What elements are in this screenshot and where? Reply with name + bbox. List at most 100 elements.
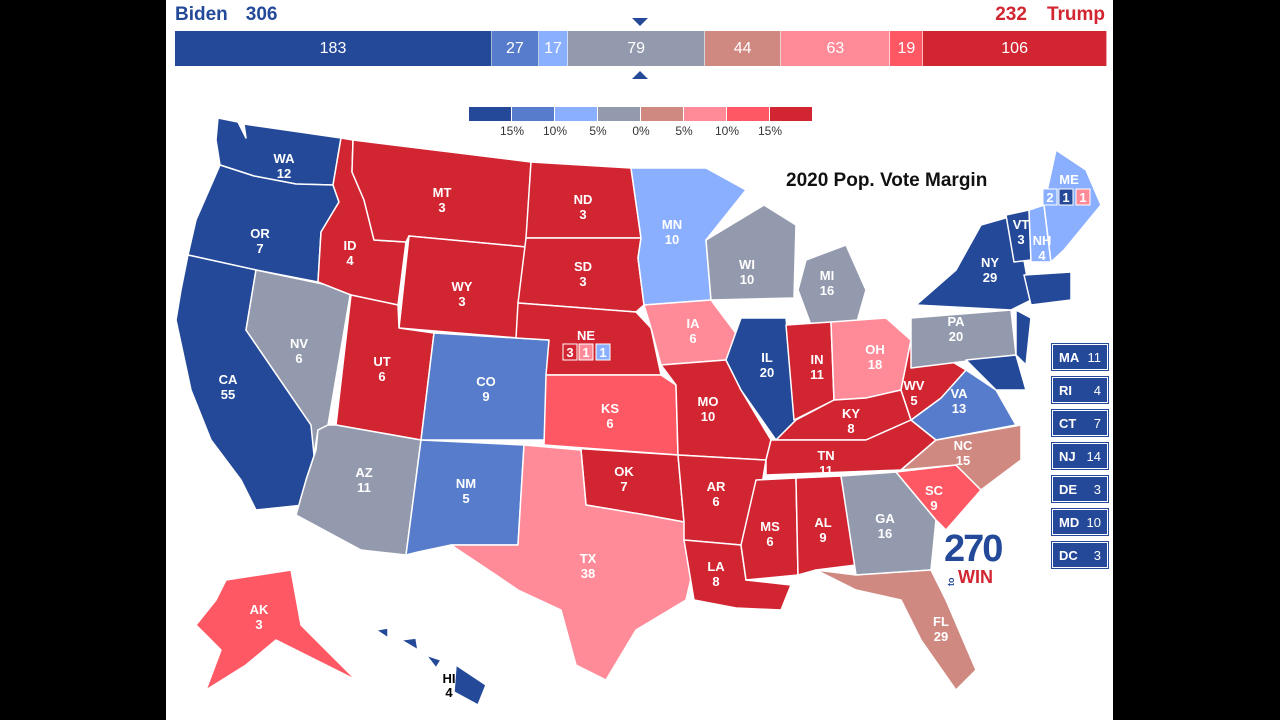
label-az: AZ 11 [355,465,372,495]
small-state-abbr: MD [1059,514,1080,530]
nebraska-split-votes: 3 1 1 [562,343,611,361]
logo-win: WIN [958,567,993,587]
state-tx[interactable] [450,444,695,681]
small-state-ct[interactable]: CT 7 [1051,409,1109,437]
label-vt: VT 3 [1013,217,1030,247]
legend-swatch [684,107,726,121]
state-ct-ri-ma[interactable] [1023,271,1072,306]
small-state-de[interactable]: DE 3 [1051,475,1109,503]
label-nh: NH 4 [1033,233,1052,263]
maine-split-votes: 2 1 1 [1042,188,1091,206]
small-state-abbr: RI [1059,382,1072,398]
label-ne: NE [577,328,595,343]
state-al[interactable] [795,475,857,576]
state-md[interactable] [965,354,1027,391]
legend-label: 0% [632,124,650,138]
me-split-2: 1 [1062,190,1069,205]
us-map: WA 12 OR 7 CA 55 ID 4 NV 6 MT 3 WY 3 UT 6 AZ 11 C… [175,117,1102,706]
label-ga: GA 16 [875,511,895,541]
ne-split-2: 1 [582,345,589,360]
bar-segment: 19 [890,31,924,66]
label-nd: ND 3 [574,192,593,222]
majority-marker-top-icon [632,18,648,26]
label-la: LA 8 [707,559,725,589]
state-fl[interactable] [815,569,977,691]
label-al: AL 9 [814,515,831,545]
small-state-ev: 4 [1093,382,1101,398]
label-or: OR 7 [250,226,270,256]
me-split-3: 1 [1079,190,1086,205]
majority-marker-bottom-icon [632,71,648,79]
label-pa: PA 20 [947,314,965,344]
state-hi[interactable] [375,627,487,706]
bar-segment: 63 [781,31,891,66]
state-ga[interactable] [840,471,937,576]
small-state-nj[interactable]: NJ 14 [1051,442,1109,470]
legend-label: 5% [675,124,693,138]
label-wa: WA 12 [274,151,296,181]
small-state-ri[interactable]: RI 4 [1051,376,1109,404]
label-id: ID 4 [344,238,357,268]
label-co: CO 9 [476,374,496,404]
legend-swatch [469,107,511,121]
small-state-ev: 3 [1093,547,1101,563]
legend-swatch [555,107,597,121]
legend-swatch [727,107,769,121]
small-state-ev: 14 [1086,448,1101,464]
label-nm: NM 5 [456,476,476,506]
legend-label: 5% [589,124,607,138]
small-state-ev: 10 [1086,514,1101,530]
label-mt: MT 3 [433,185,452,215]
270towin-logo[interactable]: 270 to WIN [944,530,1014,590]
logo-to: to [946,577,956,587]
biden-votes: 306 [245,4,278,25]
bar-segment: 106 [923,31,1107,66]
small-state-md[interactable]: MD 10 [1051,508,1109,536]
label-va: VA 13 [950,386,968,416]
bar-segment: 44 [705,31,782,66]
label-ms: MS 6 [760,519,780,549]
small-state-ev: 11 [1087,349,1102,365]
me-split-1: 2 [1046,190,1053,205]
label-mi: MI 16 [820,268,834,298]
label-me: ME [1059,172,1079,187]
biden-total: Biden 306 [175,4,277,26]
electoral-vote-bar: 183 27 17 79 44 63 19 106 [175,31,1107,66]
small-state-abbr: MA [1059,349,1080,365]
legend-swatch [641,107,683,121]
label-wi: WI 10 [739,257,755,287]
margin-legend [469,107,813,121]
label-nv: NV 6 [290,336,308,366]
legend-label: 10% [714,124,740,138]
label-sc: SC 9 [925,483,944,513]
ne-split-3: 1 [599,345,606,360]
legend-swatch [770,107,812,121]
label-fl: FL 29 [933,614,949,644]
trump-total: 232 Trump [995,4,1105,26]
state-me[interactable] [1043,149,1102,263]
label-ia: IA 6 [687,316,701,346]
small-state-ev: 7 [1093,415,1101,431]
label-hi: HI 4 [443,671,456,700]
label-il: IL 20 [760,350,774,380]
legend-label: 10% [542,124,568,138]
legend-swatch [512,107,554,121]
label-in: IN 11 [810,352,824,382]
small-state-abbr: DE [1059,481,1078,497]
legend-label: 15% [499,124,525,138]
state-wi[interactable] [705,204,797,301]
small-state-dc[interactable]: DC 3 [1051,541,1109,569]
state-ak[interactable] [195,569,357,691]
label-ak: AK 3 [250,602,269,632]
label-sd: SD 3 [574,259,592,289]
label-ar: AR 6 [707,479,726,509]
small-state-abbr: NJ [1059,448,1076,464]
label-tx: TX 38 [580,551,597,581]
state-ms[interactable] [740,477,799,581]
state-nj[interactable] [1015,309,1032,366]
bar-segment: 27 [492,31,539,66]
label-tn: TN 11 [817,448,834,478]
small-state-ma[interactable]: MA 11 [1051,343,1109,371]
label-mn: MN 10 [662,217,682,247]
label-nc: NC 15 [954,438,973,468]
